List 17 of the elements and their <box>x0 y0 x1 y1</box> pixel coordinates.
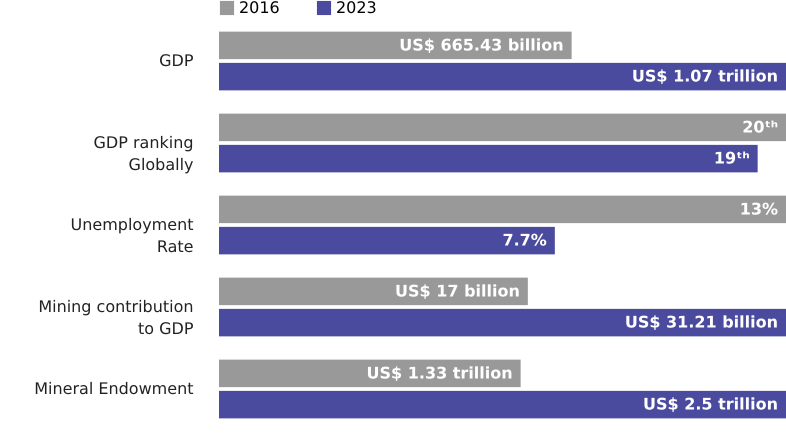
y-tick-label: Unemployment Rate <box>70 215 194 256</box>
y-tick-label: Mineral Endowment <box>34 379 194 398</box>
legend-label: 2023 <box>336 0 377 17</box>
data-label: 13% <box>740 199 778 218</box>
legend-label: 2016 <box>239 0 280 17</box>
data-label: 7.7% <box>502 230 547 250</box>
data-label: US$ 1.07 trillion <box>632 66 778 86</box>
y-tick-label: Mining contribution to GDP <box>38 297 194 338</box>
data-label: US$ 665.43 billion <box>399 35 564 54</box>
data-label: 20ᵗʰ <box>742 117 778 136</box>
data-label: US$ 31.21 billion <box>624 312 778 332</box>
data-label: US$ 17 billion <box>395 281 520 300</box>
y-tick-label: GDP <box>159 51 194 70</box>
data-label: US$ 1.33 trillion <box>366 363 513 382</box>
data-label: 19ᵗʰ <box>714 148 750 168</box>
data-label: US$ 2.5 trillion <box>643 394 778 414</box>
y-tick-label: GDP ranking Globally <box>94 133 194 174</box>
